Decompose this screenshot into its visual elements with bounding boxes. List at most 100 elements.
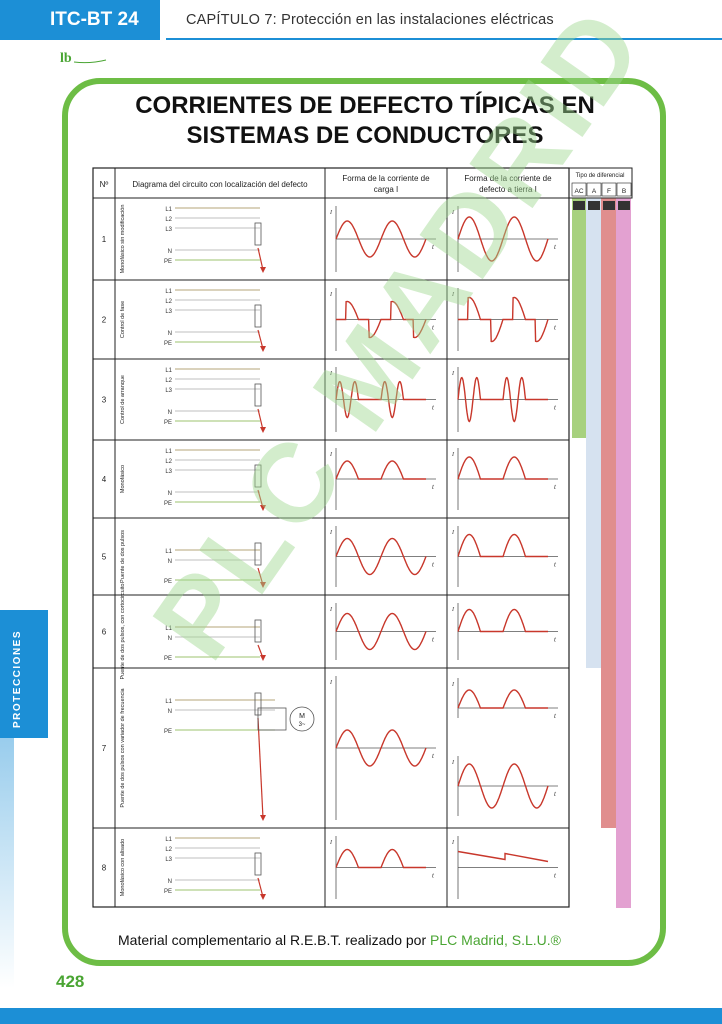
fault-arrow-head-5 [260, 582, 266, 588]
axis-i-label-fault-4: I [451, 452, 455, 458]
type-cell-3 [616, 182, 632, 197]
header-num: Nº [100, 180, 109, 189]
circuit-L1-label-3: L1 [165, 368, 172, 374]
top-bar: ITC-BT 24 CAPÍTULO 7: Protección en las … [0, 0, 722, 40]
type-cell-2 [601, 182, 617, 197]
type-bar-0 [572, 198, 587, 438]
plc-logo-icon: lb [60, 51, 107, 66]
fault-arrow-head-7 [260, 815, 266, 821]
type-symbol-icon-0 [573, 201, 585, 210]
types-header-frame [568, 167, 633, 199]
row-label-8: Monofásico con alisado [120, 839, 126, 896]
axis-t-label-load-8: t [432, 872, 435, 880]
axis-t-label-load-1: t [432, 243, 435, 251]
circuit-L2-label-2: L2 [165, 299, 172, 305]
fault-arrow-head-2 [260, 346, 266, 352]
header-types-title: Tipo de diferencial [576, 173, 625, 179]
load-wave-4 [335, 460, 426, 480]
fault-arrow-3 [257, 408, 264, 431]
axis-i-label-fault-8: I [451, 840, 455, 846]
header-diagram: Diagrama del circuito con localización d… [132, 180, 308, 189]
type-symbol-icon-2 [603, 201, 615, 210]
bottom-bar [0, 1008, 722, 1024]
load-wave-5 [335, 537, 427, 576]
circuit-N-label-7: N [168, 709, 172, 715]
circuit-N-label-8: N [168, 879, 172, 885]
circuit-L2-label-1: L2 [165, 217, 172, 223]
row-number-1: 1 [102, 235, 107, 244]
motor-icon-7 [289, 706, 315, 732]
fault-wave-2 [458, 296, 549, 343]
load-wave-8 [335, 848, 426, 869]
row-label-5: Puente de dos pulsos [120, 530, 126, 583]
circuit-N-label-4: N [168, 491, 172, 497]
fault-wave-3 [457, 376, 548, 423]
circuit-PE-label-3: PE [164, 420, 172, 426]
circuit-load-1 [254, 222, 262, 246]
type-symbol-icon-1 [588, 201, 600, 210]
row-number-5: 5 [102, 553, 107, 562]
circuit-L1-label-7: L1 [165, 699, 172, 705]
svg-text:lb: lb [60, 51, 72, 66]
motor-sub-label-7: 3~ [299, 722, 306, 728]
title-line-1: CORRIENTES DE DEFECTO TÍPICAS EN [135, 92, 595, 119]
footer-note: Material complementario al R.E.B.T. real… [118, 932, 561, 948]
fault-arrow-7 [257, 717, 264, 819]
circuit-load-8 [254, 852, 262, 876]
table-frame [92, 167, 570, 908]
axis-t-label-fault-b-7: t [554, 790, 557, 798]
axis-i-label-load-3: I [329, 371, 333, 377]
fault-arrow-head-4 [260, 505, 266, 511]
type-label-AC: AC [574, 188, 583, 195]
fault-wave-b-7 [457, 763, 549, 809]
circuit-N-label-5: N [168, 559, 172, 565]
circuit-N-label-2: N [168, 331, 172, 337]
type-label-F: F [607, 188, 611, 195]
circuit-L2-label-8: L2 [165, 847, 172, 853]
row-number-6: 6 [102, 628, 107, 637]
circuit-L3-label-8: L3 [165, 857, 172, 863]
type-cell-0 [571, 182, 587, 197]
type-bar-3 [616, 198, 631, 908]
row-number-4: 4 [102, 475, 107, 484]
axis-i-label-load-5: I [329, 530, 333, 536]
circuit-PE-label-1: PE [164, 259, 172, 265]
section-tag: ITC-BT 24 [0, 0, 160, 40]
axis-i-label-fault-a-7: I [451, 682, 455, 688]
circuit-N-label-6: N [168, 636, 172, 642]
circuit-L1-label-5: L1 [165, 549, 172, 555]
fault-arrow-head-3 [260, 427, 266, 433]
circuit-L1-label-8: L1 [165, 837, 172, 843]
type-label-A: A [592, 188, 597, 195]
circuit-L3-label-3: L3 [165, 388, 172, 394]
footer-text: Material complementario al R.E.B.T. real… [118, 932, 431, 948]
axis-t-label-fault-8: t [554, 872, 557, 880]
motor-label-7: M [299, 713, 305, 720]
circuit-L3-label-4: L3 [165, 469, 172, 475]
circuit-N-label-3: N [168, 410, 172, 416]
fault-arrow-2 [257, 329, 264, 350]
load-wave-1 [335, 220, 427, 258]
axis-t-label-load-4: t [432, 483, 435, 491]
row-label-1: Monofásico sin modificación [120, 205, 126, 274]
circuit-PE-label-6: PE [164, 656, 172, 662]
axis-i-label-fault-6: I [451, 607, 455, 613]
fault-wave-8 [457, 850, 549, 863]
axis-t-label-fault-5: t [554, 561, 557, 569]
title-line-2: SISTEMAS DE CONDUCTORES [186, 122, 544, 149]
axis-i-label-load-7: I [329, 680, 333, 686]
circuit-load-2 [254, 304, 262, 328]
axis-t-label-load-7: t [432, 752, 435, 760]
header-rule [166, 38, 722, 40]
circuit-PE-label-7: PE [164, 729, 172, 735]
type-label-B: B [622, 188, 626, 195]
chapter-title: CAPÍTULO 7: Protección en las instalacio… [186, 12, 554, 28]
circuit-N-label-1: N [168, 249, 172, 255]
circuit-L1-label-2: L1 [165, 289, 172, 295]
header-fault-1: Forma de la corriente de [464, 174, 552, 183]
side-tab: PROTECCIONES [0, 610, 48, 738]
row-label-6: Puente de dos pulsos, con cortocircuito [120, 583, 126, 679]
axis-i-label-load-1: I [329, 210, 333, 216]
fault-arrow-1 [257, 247, 264, 271]
